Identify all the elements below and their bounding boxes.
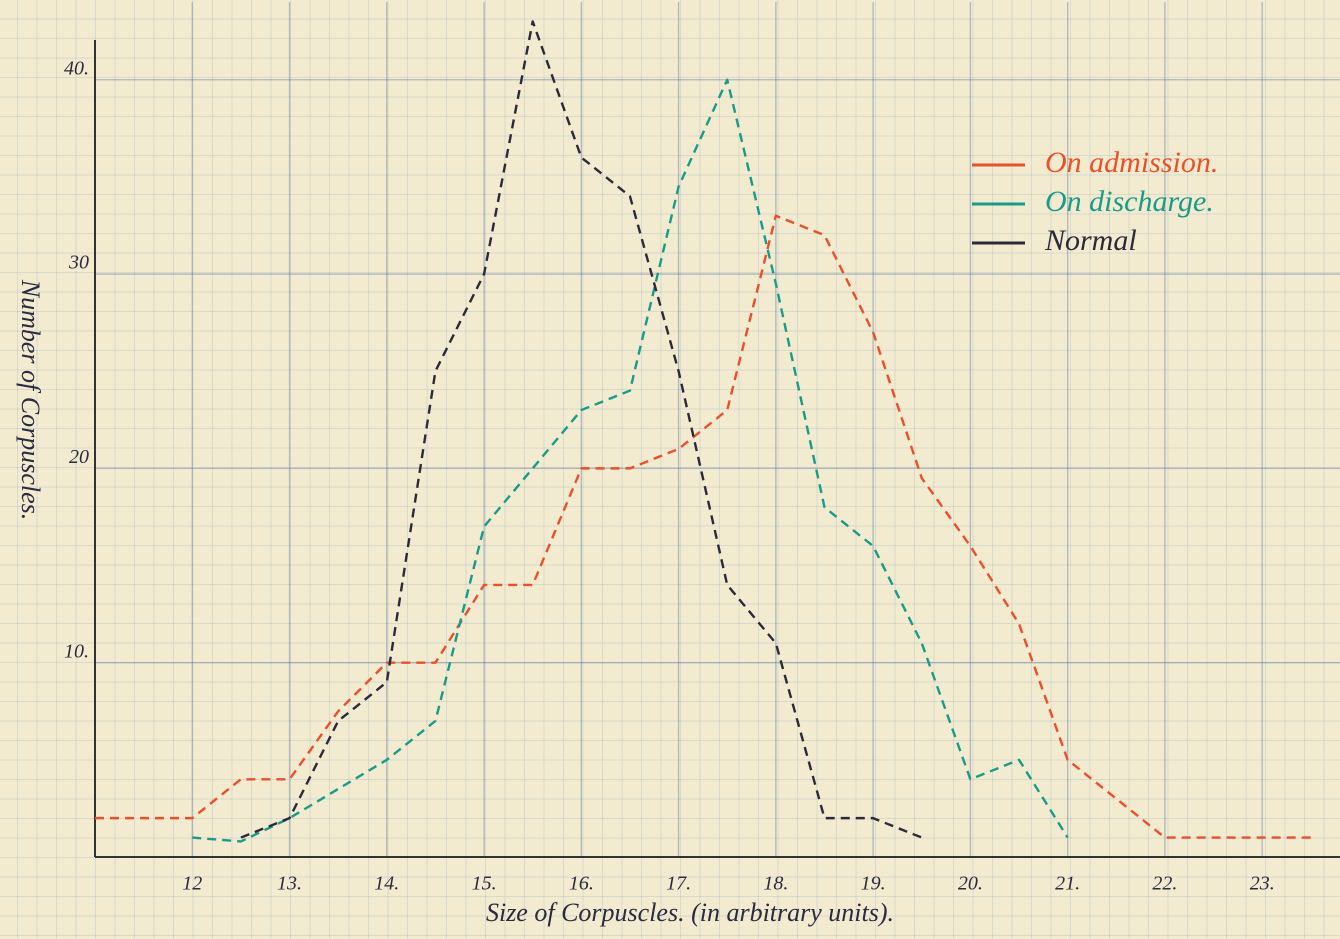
x-tick-label: 22. (1152, 873, 1177, 895)
x-tick-label: 18. (763, 873, 788, 895)
x-tick-label: 15. (472, 873, 497, 895)
y-tick-label: 40. (64, 57, 89, 79)
x-tick-label: 21. (1055, 873, 1080, 895)
x-tick-label: 12 (182, 873, 202, 895)
legend-label: Normal (1044, 224, 1137, 257)
x-tick-label: 19. (861, 873, 886, 895)
legend-label: On admission. (1045, 146, 1218, 179)
y-tick-label: 10. (64, 640, 89, 662)
series-line (240, 20, 923, 839)
legend-label: On discharge. (1045, 185, 1214, 218)
x-tick-label: 20. (958, 873, 983, 895)
series-line (95, 214, 1311, 839)
x-tick-label: 13. (277, 873, 302, 895)
x-tick-label: 17. (666, 873, 691, 895)
y-tick-label: 20 (69, 446, 89, 468)
x-axis-title: Size of Corpuscles. (in arbitrary units)… (486, 898, 894, 927)
y-axis-title: Number of Corpuscles. (16, 279, 45, 521)
series-line (192, 78, 1069, 843)
y-tick-label: 30 (68, 252, 89, 274)
x-tick-label: 14. (374, 873, 399, 895)
x-tick-label: 16. (569, 873, 594, 895)
x-tick-label: 23. (1250, 873, 1275, 895)
